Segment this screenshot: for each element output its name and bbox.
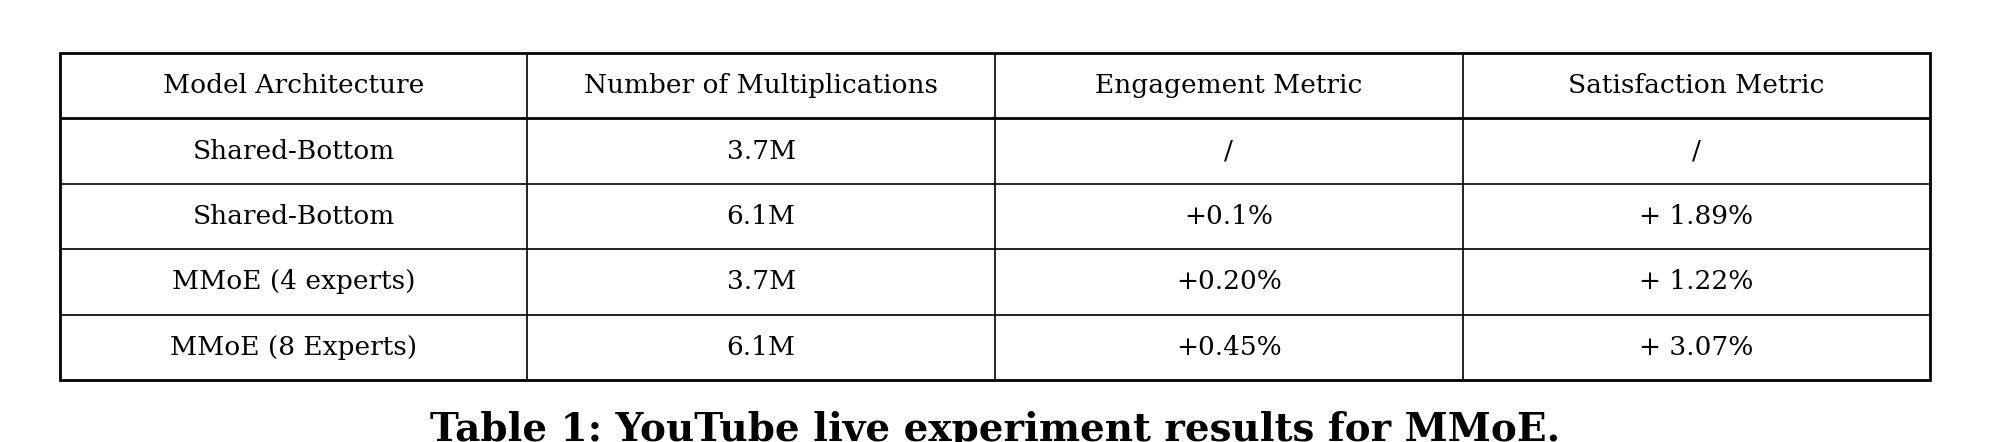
- Text: 6.1M: 6.1M: [726, 204, 796, 229]
- Text: Satisfaction Metric: Satisfaction Metric: [1567, 73, 1824, 98]
- Text: +0.1%: +0.1%: [1183, 204, 1273, 229]
- Text: 3.7M: 3.7M: [726, 270, 796, 294]
- Text: + 1.89%: + 1.89%: [1639, 204, 1752, 229]
- Text: Shared-Bottom: Shared-Bottom: [193, 139, 394, 164]
- Text: +0.20%: +0.20%: [1175, 270, 1281, 294]
- Text: MMoE (4 experts): MMoE (4 experts): [171, 270, 416, 294]
- Text: /: /: [1691, 139, 1701, 164]
- Text: Shared-Bottom: Shared-Bottom: [193, 204, 394, 229]
- Text: Model Architecture: Model Architecture: [163, 73, 424, 98]
- Text: 3.7M: 3.7M: [726, 139, 796, 164]
- Text: +0.45%: +0.45%: [1175, 335, 1281, 360]
- Text: /: /: [1223, 139, 1233, 164]
- Text: Engagement Metric: Engagement Metric: [1094, 73, 1362, 98]
- Text: + 1.22%: + 1.22%: [1639, 270, 1752, 294]
- Text: Number of Multiplications: Number of Multiplications: [585, 73, 937, 98]
- Text: MMoE (8 Experts): MMoE (8 Experts): [169, 335, 418, 360]
- Text: + 3.07%: + 3.07%: [1639, 335, 1752, 360]
- Text: 6.1M: 6.1M: [726, 335, 796, 360]
- Text: Table 1: YouTube live experiment results for MMoE.: Table 1: YouTube live experiment results…: [430, 411, 1559, 442]
